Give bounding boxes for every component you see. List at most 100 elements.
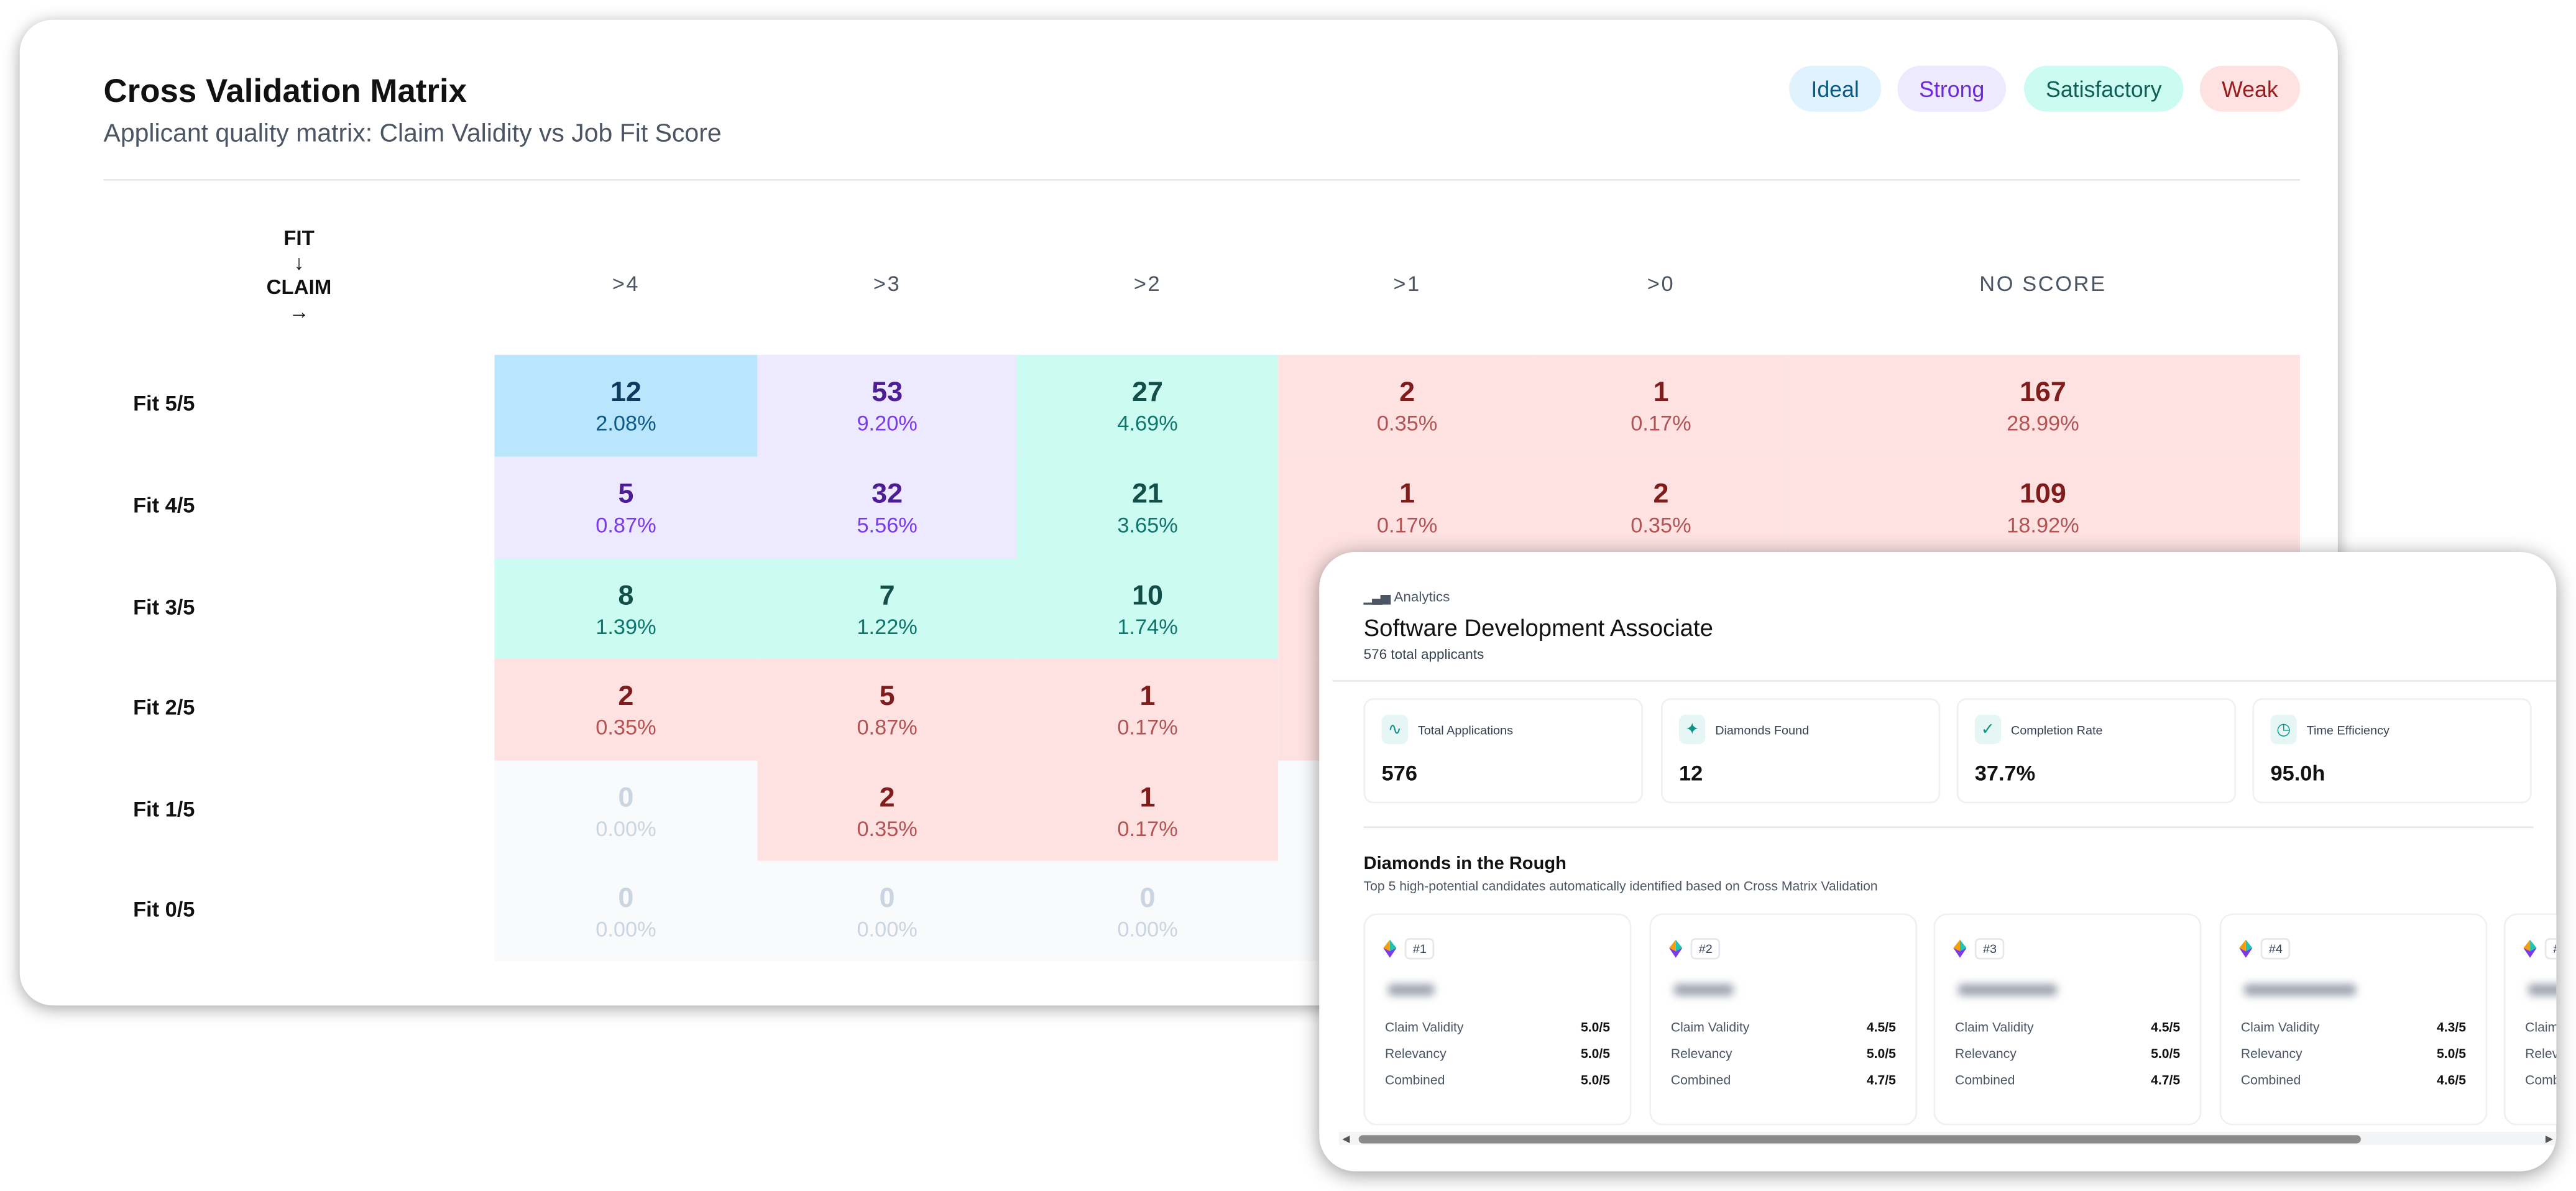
matrix-cell[interactable]: 1 0.17%	[1536, 354, 1786, 457]
horizontal-scrollbar[interactable]: ◀ ▶	[1338, 1131, 2557, 1146]
claim-validity-row: Claim Validity	[2525, 1020, 2556, 1035]
cell-count: 53	[872, 376, 903, 408]
matrix-cell[interactable]: 7 1.22%	[757, 558, 1017, 659]
stat-label: Diamonds Found	[1715, 722, 1810, 738]
cell-count: 2	[1653, 478, 1669, 510]
matrix-cell[interactable]: 2 0.35%	[494, 658, 758, 761]
matrix-cell[interactable]: 1 0.17%	[1016, 658, 1279, 761]
stat-value: 576	[1381, 760, 1418, 786]
cell-count: 1	[1139, 680, 1156, 712]
metric-value: 5.0/5	[1581, 1072, 1611, 1088]
diamond-icon	[1669, 939, 1683, 958]
rank-badge: #4	[2260, 938, 2291, 960]
candidate-card[interactable]: #4 Claim Validity 4.3/5 Relevancy 5.0/5 Combi…	[2219, 913, 2488, 1126]
cell-count: 32	[872, 478, 903, 510]
job-title: Software Development Associate	[1363, 616, 1713, 643]
stat-label: Time Efficiency	[2306, 722, 2390, 738]
matrix-cell[interactable]: 32 5.56%	[757, 456, 1017, 559]
row-label: Fit 0/5	[133, 897, 195, 922]
matrix-cell[interactable]: 0 0.00%	[494, 860, 758, 962]
matrix-cell[interactable]: 1 0.17%	[1016, 760, 1279, 861]
candidate-card[interactable]: #5 Claim Validity Relevancy Combined	[2503, 913, 2557, 1126]
matrix-cell[interactable]: 167 28.99%	[1785, 354, 2301, 457]
cell-percent: 5.56%	[857, 512, 918, 538]
metric-label: Relevancy	[2240, 1046, 2302, 1062]
arrow-down-icon: ↓	[293, 251, 305, 275]
metric-value: 4.3/5	[2436, 1020, 2466, 1036]
cell-count: 0	[1139, 881, 1156, 913]
cell-percent: 0.87%	[857, 714, 918, 740]
matrix-cell[interactable]: 21 3.65%	[1016, 456, 1279, 559]
cell-count: 21	[1132, 478, 1164, 510]
check-circle-icon: ✓	[1974, 714, 2002, 745]
cell-percent: 0.00%	[596, 916, 656, 941]
combined-row: Combined 4.6/5	[2241, 1073, 2466, 1088]
column-header: >3	[873, 271, 901, 296]
cell-count: 2	[618, 680, 634, 712]
row-label: Fit 5/5	[133, 391, 195, 416]
candidate-card[interactable]: #1 Claim Validity 5.0/5 Relevancy 5.0/5 Combi…	[1363, 913, 1632, 1126]
metric-label: Relevancy	[1955, 1046, 2017, 1062]
cell-percent: 0.00%	[596, 816, 656, 840]
scroll-right-icon[interactable]: ▶	[2545, 1135, 2554, 1146]
blurred-candidate-name	[1674, 984, 1734, 996]
matrix-cell[interactable]: 0 0.00%	[757, 860, 1017, 962]
cell-percent: 0.00%	[857, 916, 918, 941]
matrix-cell[interactable]: 27 4.69%	[1016, 354, 1279, 457]
diamonds-title: Diamonds in the Rough	[1363, 854, 1566, 875]
matrix-cell[interactable]: 0 0.00%	[1016, 860, 1279, 962]
panel-divider-2	[1363, 826, 2534, 829]
analytics-section-label: ▁▃▅ Analytics	[1364, 588, 1450, 604]
cell-count: 1	[1653, 376, 1669, 408]
matrix-cell[interactable]: 8 1.39%	[494, 558, 758, 659]
matrix-cell[interactable]: 2 0.35%	[757, 760, 1017, 861]
candidate-card[interactable]: #3 Claim Validity 4.5/5 Relevancy 5.0/5 Combi…	[1933, 913, 2202, 1126]
matrix-cell[interactable]: 12 2.08%	[494, 354, 758, 457]
stat-label: Completion Rate	[2010, 722, 2103, 738]
cell-count: 7	[879, 579, 895, 610]
stat-card: ✦ Diamonds Found 12	[1660, 698, 1941, 804]
matrix-cell[interactable]: 109 18.92%	[1785, 456, 2301, 559]
diamond-icon	[1953, 939, 1967, 958]
metric-value: 5.0/5	[2151, 1046, 2181, 1062]
matrix-cell[interactable]: 53 9.20%	[757, 354, 1017, 457]
metric-label: Combined	[1955, 1072, 2015, 1088]
cell-count: 0	[618, 881, 634, 913]
matrix-cell[interactable]: 2 0.35%	[1278, 354, 1537, 457]
arrow-right-icon: →	[288, 300, 310, 324]
matrix-cell[interactable]: 5 0.87%	[757, 658, 1017, 761]
axis-corner-label: FIT ↓ CLAIM →	[233, 227, 364, 326]
matrix-cell[interactable]: 5 0.87%	[494, 456, 758, 559]
combined-row: Combined 5.0/5	[1385, 1073, 1610, 1088]
stat-value: 37.7%	[1974, 760, 2036, 786]
stat-card: ◷ Time Efficiency 95.0h	[2252, 698, 2532, 804]
cell-percent: 1.39%	[596, 614, 656, 638]
metric-value: 4.5/5	[2151, 1020, 2181, 1036]
matrix-cell[interactable]: 1 0.17%	[1278, 456, 1537, 559]
column-header: >2	[1133, 271, 1162, 296]
claim-axis-label: CLAIM	[266, 276, 332, 300]
column-header: >4	[612, 271, 640, 296]
diamonds-subtitle: Top 5 high-potential candidates automati…	[1363, 878, 1878, 894]
page-subtitle: Applicant quality matrix: Claim Validity…	[103, 119, 722, 148]
scrollbar-thumb[interactable]	[1358, 1134, 2361, 1143]
metric-label: Claim Validity	[2525, 1020, 2557, 1036]
applicant-count: 576 total applicants	[1363, 645, 1484, 663]
metric-label: Combined	[2525, 1072, 2556, 1088]
cell-count: 10	[1132, 579, 1164, 610]
row-label: Fit 2/5	[133, 694, 195, 720]
blurred-candidate-name	[2244, 984, 2356, 996]
scroll-left-icon[interactable]: ◀	[1342, 1135, 1350, 1146]
stat-card: ✓ Completion Rate 37.7%	[1956, 698, 2236, 804]
matrix-cell[interactable]: 0 0.00%	[494, 760, 758, 861]
candidate-card[interactable]: #2 Claim Validity 4.5/5 Relevancy 5.0/5 Combi…	[1649, 913, 1918, 1126]
panel-divider	[1332, 680, 2557, 682]
relevancy-row: Relevancy 5.0/5	[1955, 1047, 2180, 1062]
row-label: Fit 3/5	[133, 594, 195, 620]
blurred-candidate-name	[2528, 984, 2557, 996]
analytics-label-text: Analytics	[1394, 588, 1450, 605]
rank-badge: #1	[1404, 938, 1435, 960]
matrix-cell[interactable]: 10 1.74%	[1016, 558, 1279, 659]
matrix-cell[interactable]: 2 0.35%	[1536, 456, 1786, 559]
